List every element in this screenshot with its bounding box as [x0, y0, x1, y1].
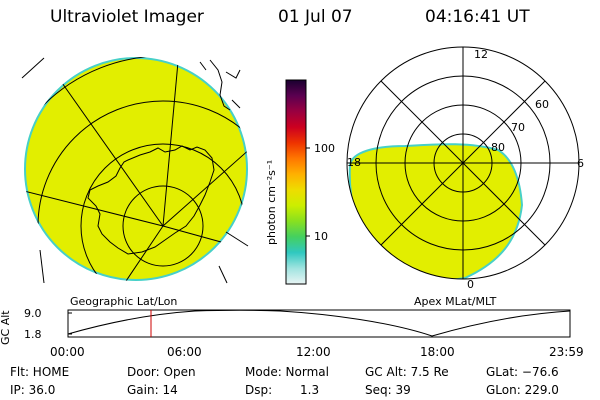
status-seq: Seq: 39 — [365, 383, 411, 397]
colorbar — [285, 79, 310, 285]
coastline-islands — [199, 59, 241, 111]
status-dsp-label: Dsp: — [245, 383, 273, 397]
geo-lon-line-4 — [119, 225, 164, 281]
geo-lon-line-5 — [59, 79, 164, 227]
status-dsp-value: 1.3 — [300, 383, 320, 397]
status-glat: GLat: −76.6 — [486, 365, 559, 379]
apex-caption: Apex MLat/MLT — [414, 295, 497, 308]
mlt-label-12: 12 — [474, 48, 488, 61]
apex-panel — [346, 46, 580, 280]
timeline-xtick-0000: 00:00 — [50, 345, 85, 359]
status-glon: GLon: 229.0 — [486, 383, 559, 397]
status-mode: Mode: Normal — [245, 365, 329, 379]
time-label: 04:16:41 UT — [425, 7, 530, 27]
status-flt: Flt: HOME — [10, 365, 70, 379]
geo-outer-line-4 — [218, 265, 228, 284]
mlat-label-60: 60 — [535, 98, 549, 111]
geo-lon-line-1 — [162, 57, 181, 227]
timeline-ylabel: GC Alt — [0, 310, 12, 345]
mlt-label-0: 0 — [467, 278, 474, 291]
coastline — [87, 145, 215, 255]
timeline-xtick-1800: 18:00 — [420, 345, 455, 359]
geo-outer-line-1 — [21, 57, 45, 79]
status-ip: IP: 36.0 — [10, 383, 56, 397]
colorbar-rect — [285, 79, 307, 285]
geographic-caption: Geographic Lat/Lon — [70, 295, 178, 308]
geo-lon-line-2 — [24, 189, 164, 227]
apex-diag-2 — [380, 80, 546, 246]
timeline-plot — [67, 309, 571, 338]
status-door: Door: Open — [127, 365, 196, 379]
mlat-label-70: 70 — [511, 121, 525, 134]
colorbar-tick-label-100: 100 — [314, 142, 335, 155]
date-label: 01 Jul 07 — [278, 7, 353, 27]
status-gain: Gain: 14 — [127, 383, 178, 397]
timeline-frame — [67, 309, 571, 338]
timeline-ytick-label-top: 9.0 — [24, 307, 42, 320]
timeline-xtick-1200: 12:00 — [296, 345, 331, 359]
mlat-label-80: 80 — [491, 141, 505, 154]
instrument-title: Ultraviolet Imager — [50, 7, 204, 27]
geo-lon-line-6 — [162, 139, 248, 227]
timeline-xtick-0600: 06:00 — [167, 345, 202, 359]
colorbar-tick-label-10: 10 — [314, 230, 328, 243]
status-gc-alt: GC Alt: 7.5 Re — [365, 365, 449, 379]
geo-outer-line-3 — [39, 249, 45, 284]
gc-alt-curve — [67, 309, 571, 337]
geographic-panel — [21, 57, 249, 284]
timeline-xtick-2359: 23:59 — [549, 345, 584, 359]
colorbar-label: photon cm⁻²s⁻¹ — [265, 159, 278, 245]
mlt-label-18: 18 — [347, 156, 361, 169]
geo-outer-line-2 — [225, 231, 249, 247]
geo-lat-circle-1 — [122, 185, 204, 267]
timeline-ytick-label-bottom: 1.8 — [24, 328, 42, 341]
mlt-label-6: 6 — [577, 157, 584, 170]
